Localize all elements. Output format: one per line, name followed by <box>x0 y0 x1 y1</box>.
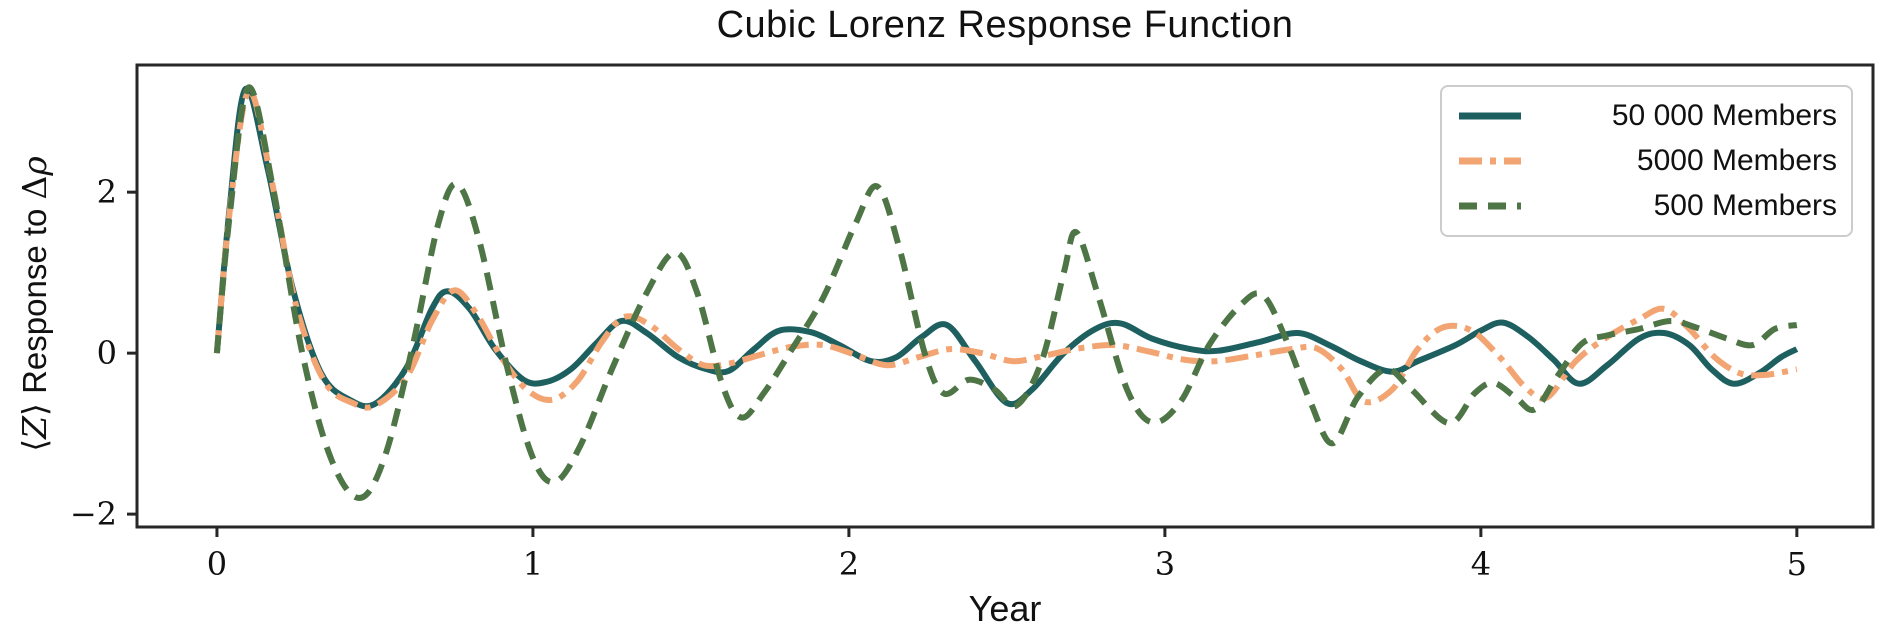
y-axis-label: ⟨Z⟩ Response to Δρ <box>15 54 61 554</box>
x-tick-label: 5 <box>1787 545 1807 583</box>
ylabel-delta-symbol: Δ <box>15 175 54 200</box>
y-tick-label: 0 <box>97 334 117 372</box>
legend-entry-500: 500 Members <box>1458 184 1837 229</box>
legend-line-sample-dashdot <box>1459 157 1521 165</box>
legend-line-sample-dashed <box>1459 202 1521 210</box>
chart-title: Cubic Lorenz Response Function <box>716 4 1294 46</box>
ylabel-open-angle: ⟨ <box>15 438 54 452</box>
series-line-50-000-members <box>213 85 1799 410</box>
ylabel-text: Response to <box>16 199 53 404</box>
x-tick-label: 1 <box>523 545 543 583</box>
legend-label: 50 000 Members <box>1611 98 1837 132</box>
legend: 50 000 Members 5000 Members 500 Members <box>1440 85 1853 237</box>
x-tick-label: 3 <box>1155 545 1175 583</box>
series-line-500-members <box>213 84 1798 501</box>
x-axis-label: Year <box>968 588 1042 629</box>
ylabel-rho-symbol: ρ <box>15 156 54 176</box>
x-tick-label: 2 <box>839 545 859 583</box>
axes-frame <box>135 63 1875 529</box>
y-tick-label: 2 <box>97 173 117 211</box>
legend-line-sample-solid <box>1459 112 1521 120</box>
x-tick-label: 4 <box>1471 545 1491 583</box>
legend-label: 5000 Members <box>1636 143 1837 177</box>
x-tick-label: 0 <box>207 545 227 583</box>
legend-entry-50000: 50 000 Members <box>1458 93 1837 138</box>
legend-label: 500 Members <box>1653 189 1837 223</box>
legend-entry-5000: 5000 Members <box>1458 138 1837 183</box>
ylabel-close-angle: ⟩ <box>15 403 54 416</box>
y-tick-label: −2 <box>70 495 117 533</box>
ylabel-z-symbol: Z <box>15 415 54 439</box>
